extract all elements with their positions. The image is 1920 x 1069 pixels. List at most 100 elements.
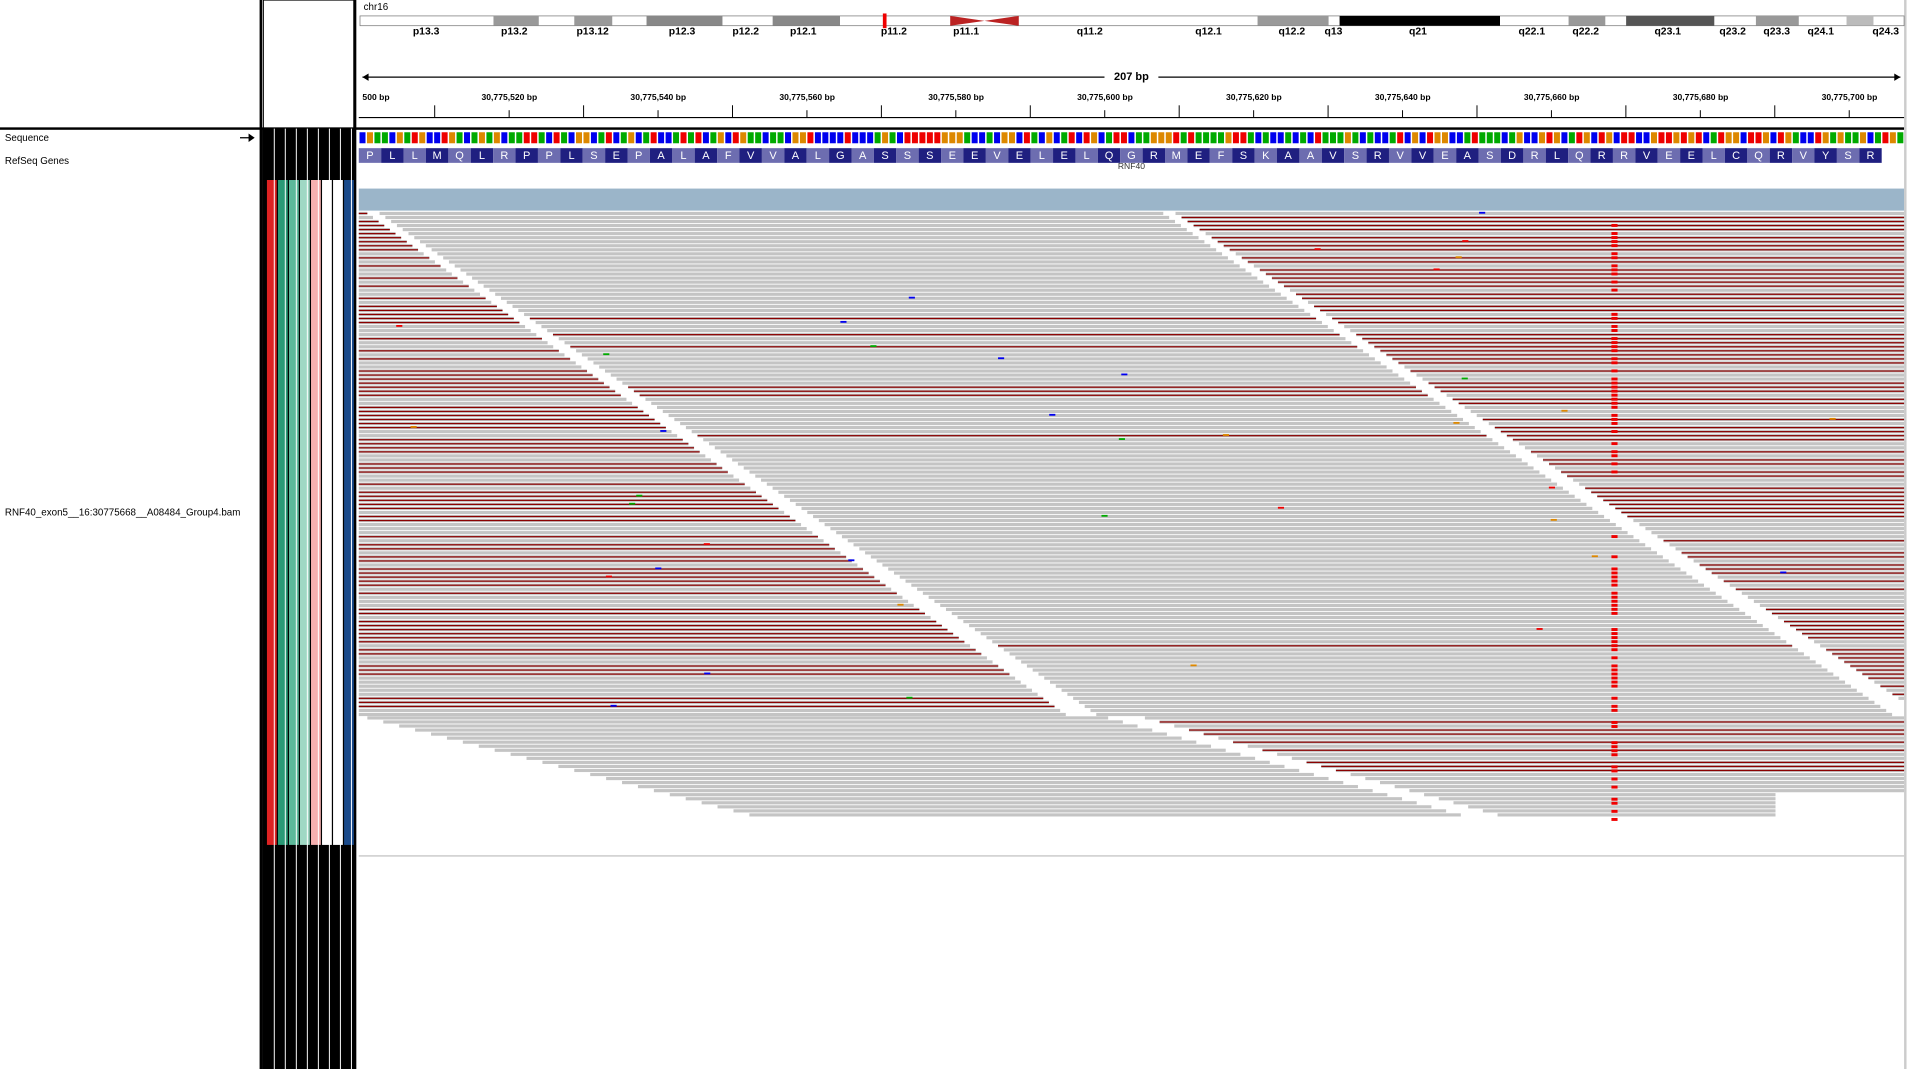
base bbox=[359, 132, 366, 144]
amino-acid: S bbox=[1352, 150, 1359, 162]
strand-arrow[interactable] bbox=[240, 133, 255, 143]
base bbox=[755, 132, 762, 144]
base bbox=[449, 132, 456, 144]
base bbox=[777, 132, 784, 144]
base bbox=[1247, 132, 1254, 144]
amino-acid-box bbox=[717, 148, 740, 163]
mismatch-column bbox=[1611, 397, 1618, 401]
read-mismatch bbox=[697, 435, 1487, 437]
read-mismatch bbox=[1880, 685, 1905, 687]
mismatch-column bbox=[1611, 272, 1618, 276]
base bbox=[934, 132, 941, 144]
read-mismatch bbox=[358, 495, 762, 497]
amino-acid: P bbox=[545, 150, 552, 162]
mismatch-column bbox=[1611, 684, 1618, 688]
base bbox=[1262, 132, 1269, 144]
read bbox=[737, 462, 1528, 466]
read-mismatch bbox=[1892, 693, 1905, 695]
mismatch-column bbox=[1611, 401, 1618, 405]
read bbox=[1579, 482, 1905, 486]
read-mismatch bbox=[1808, 637, 1905, 639]
read-mismatch bbox=[358, 241, 407, 243]
cytoband bbox=[772, 15, 840, 26]
base bbox=[1509, 132, 1516, 144]
attribute-cell bbox=[300, 180, 310, 845]
read bbox=[367, 716, 1109, 720]
amino-acid-box bbox=[1232, 148, 1255, 163]
read-mismatch bbox=[358, 637, 959, 639]
amino-acid: E bbox=[1688, 150, 1695, 162]
amino-acid: S bbox=[1240, 150, 1247, 162]
amino-acid: E bbox=[1195, 150, 1202, 162]
amino-acid-box bbox=[1433, 148, 1457, 163]
amino-acid-box bbox=[1097, 148, 1121, 163]
read-mismatch bbox=[1362, 338, 1905, 340]
mismatch-column bbox=[1611, 357, 1618, 361]
mismatch-column bbox=[1611, 316, 1618, 320]
amino-acid-box bbox=[605, 148, 628, 163]
base bbox=[1874, 132, 1881, 144]
amino-acid-box bbox=[1769, 148, 1793, 163]
read-mismatch bbox=[1203, 733, 1905, 735]
read-mismatch bbox=[358, 350, 559, 352]
base bbox=[1889, 132, 1896, 144]
track-name[interactable]: Sequence bbox=[5, 133, 49, 144]
base bbox=[710, 132, 717, 144]
read-mismatch bbox=[1494, 426, 1905, 429]
amino-acid: A bbox=[702, 150, 710, 162]
base bbox=[1404, 132, 1411, 144]
read-mismatch bbox=[358, 701, 1049, 703]
amino-acid-box bbox=[1254, 148, 1278, 163]
read bbox=[1365, 776, 1905, 781]
amino-acid-box bbox=[515, 148, 538, 163]
base bbox=[635, 132, 642, 144]
read bbox=[1886, 688, 1905, 692]
amino-acid-box bbox=[1209, 148, 1233, 163]
base bbox=[1344, 132, 1351, 144]
read bbox=[443, 256, 1228, 260]
ruler-span: 207 bp bbox=[1114, 71, 1149, 83]
base bbox=[404, 132, 411, 144]
track-name[interactable]: RefSeq Genes bbox=[5, 156, 69, 167]
mismatch bbox=[410, 426, 417, 428]
read bbox=[986, 636, 1781, 640]
mismatch bbox=[636, 494, 643, 497]
cytoband-label: q22.2 bbox=[1572, 27, 1599, 38]
base bbox=[1210, 132, 1217, 144]
track-name[interactable]: RNF40_exon5__16:30775668__A08484_Group4.… bbox=[5, 508, 240, 519]
read-mismatch bbox=[1265, 273, 1905, 275]
read bbox=[610, 373, 1399, 377]
cytoband bbox=[1568, 15, 1606, 26]
cytoband-label: p11.2 bbox=[881, 27, 907, 38]
base bbox=[598, 132, 605, 144]
ideogram bbox=[359, 15, 1905, 27]
read-mismatch bbox=[358, 277, 458, 279]
current-region bbox=[882, 13, 887, 29]
base bbox=[1748, 132, 1755, 144]
base bbox=[904, 132, 911, 144]
base bbox=[1203, 132, 1210, 144]
read bbox=[477, 280, 1264, 284]
amino-acid-box bbox=[761, 148, 785, 163]
read-mismatch bbox=[358, 548, 835, 550]
read bbox=[726, 454, 1516, 458]
read bbox=[1488, 421, 1905, 426]
cytoband-label: p13.2 bbox=[501, 27, 528, 38]
amino-acid: Q bbox=[1575, 150, 1584, 162]
read bbox=[358, 434, 678, 438]
read bbox=[749, 470, 1540, 474]
amino-acid-box bbox=[1366, 148, 1389, 163]
mismatch-column bbox=[1611, 611, 1618, 615]
base bbox=[792, 132, 799, 144]
amino-acid: L bbox=[479, 150, 485, 162]
base bbox=[1061, 132, 1068, 144]
amino-acid: Q bbox=[1105, 150, 1114, 162]
read-mismatch bbox=[358, 224, 385, 227]
read bbox=[1497, 813, 1776, 817]
read bbox=[425, 244, 1211, 248]
base bbox=[620, 132, 627, 144]
base bbox=[650, 132, 657, 144]
read-mismatch bbox=[1699, 564, 1905, 566]
base bbox=[1471, 132, 1478, 144]
amino-acid-box bbox=[1030, 148, 1054, 163]
